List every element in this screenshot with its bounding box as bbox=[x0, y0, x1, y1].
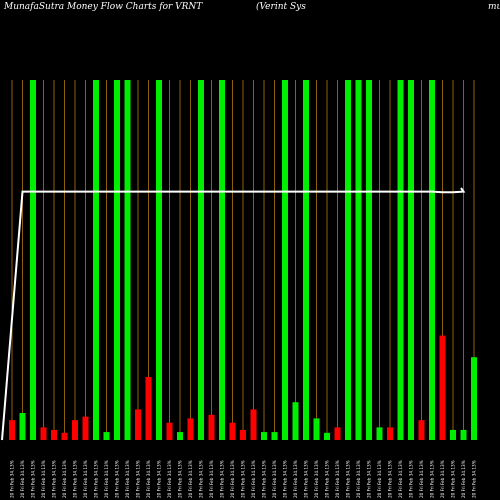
bar-outflow bbox=[9, 420, 15, 440]
x-tick-label: 20 Fri Feb 34.13% bbox=[10, 460, 15, 498]
x-tick-label: 20 Fri Feb 34.13% bbox=[409, 460, 414, 498]
x-tick-label: 20 Fri Feb 34.13% bbox=[157, 460, 162, 498]
bar-outflow bbox=[187, 418, 194, 440]
bar-outflow bbox=[72, 420, 78, 440]
x-tick-label: 20 Fri Feb 34.13% bbox=[356, 460, 361, 498]
bar-inflow bbox=[156, 80, 162, 440]
x-tick-label: 20 Fri Feb 34.13% bbox=[419, 460, 424, 498]
x-tick-label: 20 Fri Feb 34.13% bbox=[178, 460, 183, 498]
chart-corner-text: mu bbox=[488, 2, 500, 12]
bar-outflow bbox=[82, 416, 89, 440]
x-tick-label: 20 Fri Feb 34.13% bbox=[146, 460, 151, 498]
bar-inflow bbox=[345, 80, 351, 440]
bar-outflow bbox=[61, 432, 68, 440]
x-tick-label: 20 Fri Feb 34.13% bbox=[136, 460, 141, 498]
bar-inflow bbox=[303, 80, 309, 440]
x-tick-label: 20 Fri Feb 34.13% bbox=[440, 460, 445, 498]
x-tick-label: 20 Fri Feb 34.13% bbox=[325, 460, 330, 498]
price-line-path bbox=[1, 187, 466, 441]
bar-inflow bbox=[114, 80, 120, 440]
bar-inflow bbox=[324, 432, 330, 440]
bar-outflow bbox=[229, 422, 236, 440]
bar-outflow bbox=[387, 427, 393, 440]
price-line bbox=[1, 187, 466, 441]
bar-inflow bbox=[366, 80, 372, 440]
x-tick-label: 20 Fri Feb 34.13% bbox=[272, 460, 277, 498]
bar-inflow bbox=[282, 80, 288, 440]
x-tick-label: 20 Fri Feb 34.13% bbox=[83, 460, 88, 498]
bar-outflow bbox=[418, 420, 425, 440]
bar-inflow bbox=[429, 80, 435, 440]
x-tick-label: 20 Fri Feb 34.13% bbox=[188, 460, 193, 498]
bar-inflow bbox=[19, 413, 26, 440]
x-tick-label: 20 Fri Feb 34.13% bbox=[199, 460, 204, 498]
bar-inflow bbox=[30, 80, 36, 440]
x-tick-label: 20 Fri Feb 34.13% bbox=[209, 460, 214, 498]
bar-outflow bbox=[334, 427, 341, 440]
x-tick-label: 20 Fri Feb 34.13% bbox=[283, 460, 288, 498]
x-tick-label: 20 Fri Feb 34.13% bbox=[472, 460, 477, 498]
bar-inflow bbox=[93, 80, 99, 440]
x-tick-label: 20 Fri Feb 34.13% bbox=[241, 460, 246, 498]
bar-inflow bbox=[376, 427, 383, 440]
bar-outflow bbox=[145, 377, 152, 440]
bars bbox=[9, 80, 477, 440]
x-tick-label: 20 Fri Feb 34.13% bbox=[377, 460, 382, 498]
bar-inflow bbox=[450, 429, 456, 440]
x-tick-label: 20 Fri Feb 34.13% bbox=[398, 460, 403, 498]
bar-outflow bbox=[439, 335, 446, 440]
x-tick-label: 20 Fri Feb 34.13% bbox=[461, 460, 466, 498]
bar-inflow bbox=[219, 80, 225, 440]
bar-outflow bbox=[240, 429, 246, 440]
x-tick-label: 20 Fri Feb 34.13% bbox=[335, 460, 340, 498]
bar-outflow bbox=[135, 409, 141, 440]
bar-outflow bbox=[51, 429, 57, 440]
x-tick-label: 20 Fri Feb 34.13% bbox=[346, 460, 351, 498]
bar-inflow bbox=[261, 432, 267, 440]
x-tick-label: 20 Fri Feb 34.13% bbox=[20, 460, 25, 498]
x-tick-label: 20 Fri Feb 34.13% bbox=[451, 460, 456, 498]
bar-outflow bbox=[250, 409, 257, 440]
chart-subtitle: (Verint Sys bbox=[256, 1, 306, 12]
bar-inflow bbox=[198, 80, 204, 440]
bar-inflow bbox=[355, 80, 362, 440]
x-tick-label: 20 Fri Feb 34.13% bbox=[31, 460, 36, 498]
bar-inflow bbox=[271, 432, 278, 440]
x-tick-label: 20 Fri Feb 34.13% bbox=[293, 460, 298, 498]
x-tick-label: 20 Fri Feb 34.13% bbox=[430, 460, 435, 498]
x-tick-label: 20 Fri Feb 34.13% bbox=[304, 460, 309, 498]
x-tick-label: 20 Fri Feb 34.13% bbox=[115, 460, 120, 498]
x-tick-label: 20 Fri Feb 34.13% bbox=[167, 460, 172, 498]
x-tick-label: 20 Fri Feb 34.13% bbox=[251, 460, 256, 498]
bar-inflow bbox=[460, 429, 467, 440]
bar-inflow bbox=[177, 432, 183, 440]
x-tick-label: 20 Fri Feb 34.13% bbox=[94, 460, 99, 498]
x-tick-label: 20 Fri Feb 34.13% bbox=[41, 460, 46, 498]
bar-inflow bbox=[313, 418, 320, 440]
bar-inflow bbox=[103, 432, 110, 440]
x-tick-label: 20 Fri Feb 34.13% bbox=[125, 460, 130, 498]
x-tick-label: 20 Fri Feb 34.13% bbox=[52, 460, 57, 498]
x-tick-label: 20 Fri Feb 34.13% bbox=[367, 460, 372, 498]
bar-inflow bbox=[408, 80, 414, 440]
x-tick-label: 20 Fri Feb 34.13% bbox=[230, 460, 235, 498]
bar-outflow bbox=[166, 422, 173, 440]
x-tick-label: 20 Fri Feb 34.13% bbox=[62, 460, 67, 498]
x-tick-labels: 20 Fri Feb 34.13% 20 Fri Feb 34.13% 20 Fri… bbox=[10, 460, 477, 498]
bar-inflow bbox=[124, 80, 131, 440]
x-tick-label: 20 Fri Feb 34.13% bbox=[73, 460, 78, 498]
bar-outflow bbox=[40, 427, 47, 440]
bar-inflow bbox=[397, 80, 404, 440]
x-tick-label: 20 Fri Feb 34.13% bbox=[314, 460, 319, 498]
bar-inflow bbox=[471, 357, 477, 440]
bar-inflow bbox=[292, 402, 299, 440]
x-tick-label: 20 Fri Feb 34.13% bbox=[262, 460, 267, 498]
bar-outflow bbox=[208, 414, 215, 440]
chart-title: MunafaSutra Money Flow Charts for VRNT bbox=[3, 2, 203, 12]
x-tick-label: 20 Fri Feb 34.13% bbox=[104, 460, 109, 498]
x-tick-label: 20 Fri Feb 34.13% bbox=[220, 460, 225, 498]
x-tick-label: 20 Fri Feb 34.13% bbox=[388, 460, 393, 498]
